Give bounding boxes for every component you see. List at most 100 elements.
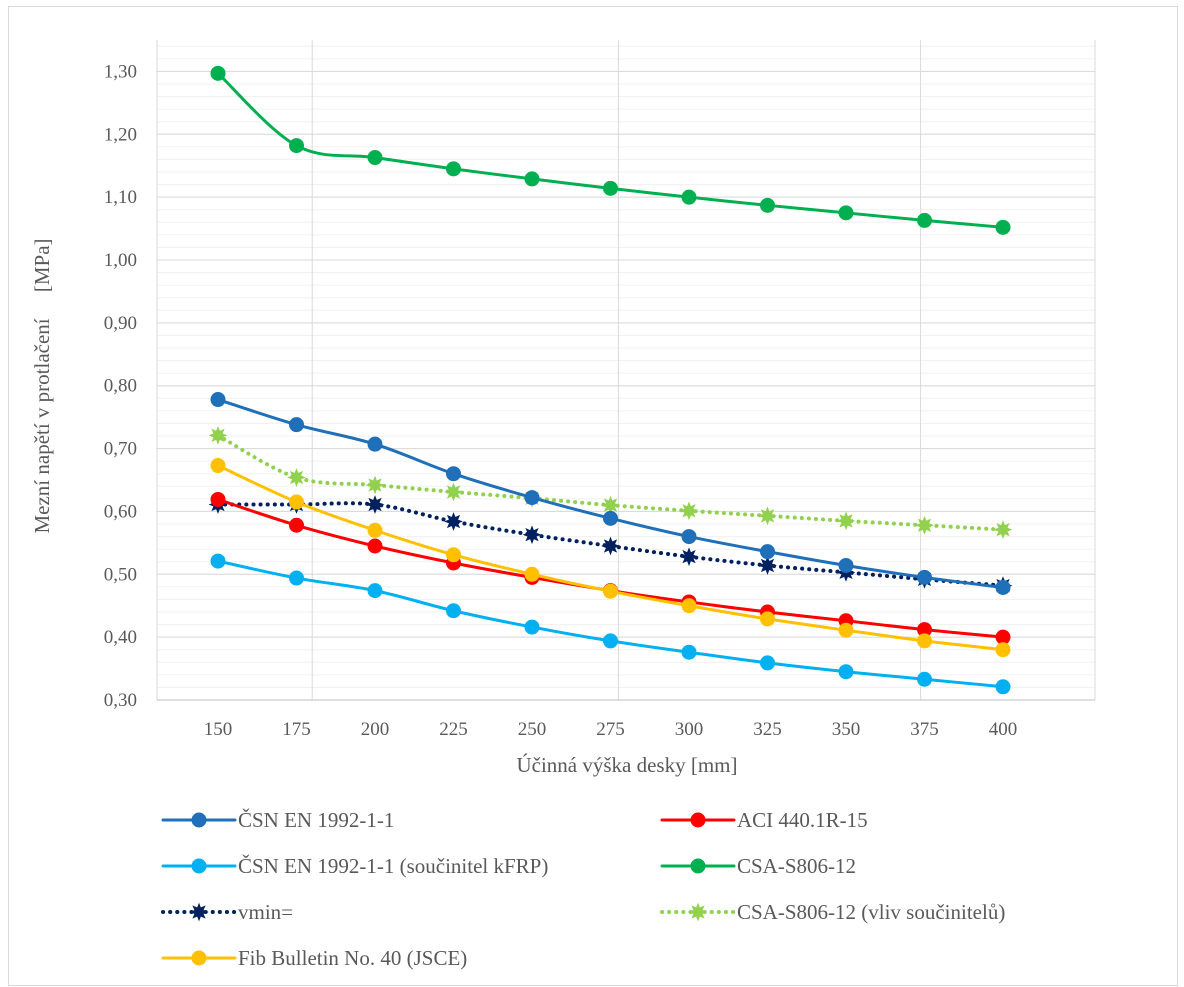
y-tick-label: 0,40 <box>104 627 137 648</box>
legend: ČSN EN 1992-1-1 ACI 440.1R-15 ČSN EN 1992-… <box>161 808 1005 970</box>
data-point <box>838 664 854 680</box>
legend-label: CSA-S806-12 <box>737 854 856 878</box>
data-point <box>681 598 697 614</box>
legend-item-csn-en-1992-1-1: ČSN EN 1992-1-1 <box>161 808 394 832</box>
data-point <box>603 633 618 649</box>
data-point <box>210 553 226 569</box>
data-point <box>603 510 618 526</box>
data-point <box>289 494 304 510</box>
data-point <box>760 197 775 213</box>
legend-marker <box>191 858 207 874</box>
data-point <box>915 515 934 535</box>
data-point <box>995 642 1011 658</box>
data-point <box>838 205 854 221</box>
data-point <box>917 569 932 585</box>
data-point <box>917 633 932 649</box>
data-point <box>289 517 304 533</box>
data-point <box>995 679 1011 695</box>
y-tick-label: 0,30 <box>104 690 137 711</box>
data-point <box>838 557 854 573</box>
legend-item-fib-bulletin-no-40-jsce: Fib Bulletin No. 40 (JSCE) <box>161 946 467 970</box>
data-point <box>995 579 1011 595</box>
data-point <box>446 161 461 177</box>
x-tick-label: 400 <box>989 719 1018 740</box>
data-point <box>289 570 304 586</box>
data-point <box>210 491 226 507</box>
data-point <box>208 425 228 445</box>
legend-marker <box>688 902 708 922</box>
data-point <box>522 525 542 545</box>
data-point <box>681 189 697 205</box>
chart-frame <box>8 6 1178 986</box>
tick-labels: 0,30 0,40 0,50 0,60 0,70 0,80 0,90 1,00 1,10 1,20… <box>104 61 1018 740</box>
x-tick-label: 250 <box>518 719 547 740</box>
legend-item-aci-440-1r-15: ACI 440.1R-15 <box>660 808 868 832</box>
y-tick-label: 0,80 <box>104 376 137 397</box>
data-point <box>446 466 461 482</box>
x-tick-label: 175 <box>282 719 311 740</box>
x-tick-label: 225 <box>439 719 468 740</box>
data-point <box>524 566 540 582</box>
data-point <box>365 495 385 514</box>
y-axis-title: Mezní napětí v protlačení [MPa] <box>30 238 54 533</box>
series-fib-bulletin-no-40-jsce <box>210 458 1011 658</box>
data-point <box>836 511 856 531</box>
legend-item-csa-s806-12: CSA-S806-12 <box>660 854 856 878</box>
x-tick-label: 275 <box>596 719 625 740</box>
legend-label: vmin= <box>238 900 293 924</box>
legend-item-csa-s806-12-vliv-soucinitelu: CSA-S806-12 (vliv součinitelů) <box>660 900 1005 924</box>
data-point <box>681 529 697 545</box>
data-point <box>444 482 463 502</box>
legend-marker <box>690 812 706 828</box>
series-line <box>216 464 1005 652</box>
data-point <box>210 392 226 408</box>
legend-item-csn-en-1992-1-1-soucinitel-kfrp: ČSN EN 1992-1-1 (součinitel kFRP) <box>161 854 548 878</box>
y-tick-label: 1,00 <box>104 250 137 271</box>
legend-item-vmin: vmin= <box>161 900 293 924</box>
data-point <box>524 490 540 506</box>
data-point <box>367 538 383 554</box>
legend-label: ČSN EN 1992-1-1 <box>238 808 394 832</box>
data-point <box>367 522 383 538</box>
data-point <box>838 622 854 638</box>
data-point <box>444 512 463 531</box>
legend-marker <box>191 812 207 828</box>
data-point <box>993 520 1013 540</box>
y-tick-label: 0,50 <box>104 564 137 585</box>
y-tick-label: 1,30 <box>104 61 137 82</box>
data-point <box>917 212 932 228</box>
series-csn-en-1992-1-1-soucinitel-kfrp <box>210 553 1011 695</box>
data-point <box>760 611 775 627</box>
data-point <box>995 629 1011 645</box>
legend-label: ACI 440.1R-15 <box>737 808 868 832</box>
x-tick-label: 300 <box>675 719 704 740</box>
data-point <box>367 150 383 166</box>
data-point <box>679 547 699 567</box>
data-point <box>601 495 620 515</box>
data-point <box>760 544 775 560</box>
data-point <box>524 619 540 635</box>
data-point <box>446 603 461 619</box>
y-tick-label: 0,70 <box>104 439 137 460</box>
data-point <box>289 138 304 154</box>
data-point <box>287 468 306 487</box>
data-point <box>210 65 226 81</box>
series-csa-s806-12 <box>210 65 1011 235</box>
x-tick-label: 375 <box>910 719 939 740</box>
legend-marker <box>191 950 207 966</box>
data-point <box>679 501 699 521</box>
series-csn-en-1992-1-1 <box>210 392 1011 595</box>
data-point <box>603 180 618 196</box>
x-tick-label: 150 <box>204 719 233 740</box>
data-point <box>603 583 618 599</box>
y-tick-label: 1,10 <box>104 187 137 208</box>
legend-marker <box>189 902 209 922</box>
data-point <box>681 644 697 660</box>
legend-marker <box>690 858 706 874</box>
data-point <box>367 436 383 452</box>
data-point <box>446 547 461 563</box>
legend-label: CSA-S806-12 (vliv součinitelů) <box>737 900 1005 924</box>
data-point <box>524 171 540 187</box>
legend-label: ČSN EN 1992-1-1 (součinitel kFRP) <box>238 854 548 878</box>
